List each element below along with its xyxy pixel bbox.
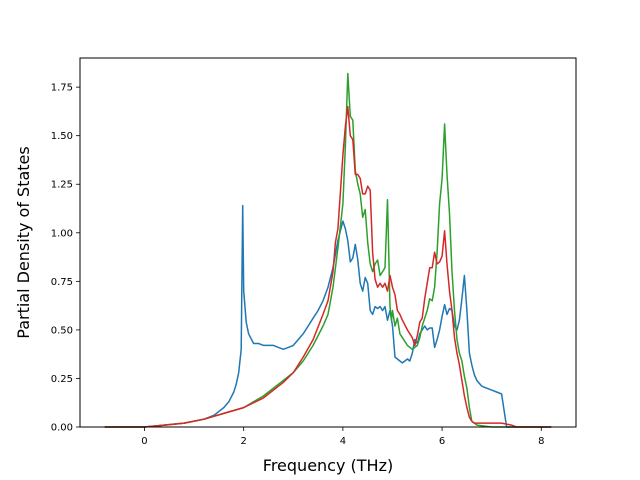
y-tick-label: 0.50 <box>51 325 73 336</box>
x-tick-label: 4 <box>340 436 346 447</box>
plot-frame <box>79 57 577 428</box>
y-tick-label: 1.75 <box>51 83 73 94</box>
x-axis-title: Frequency (THz) <box>263 456 393 475</box>
pdos-series-line-3 <box>104 105 552 428</box>
pdos-series-line-2 <box>104 72 552 428</box>
y-tick-label: 1.25 <box>51 180 73 191</box>
y-tick-label: 0.25 <box>51 374 73 385</box>
y-tick-label: 0.75 <box>51 277 73 288</box>
pdos-series-line-1 <box>104 204 552 428</box>
x-tick-label: 8 <box>538 436 544 447</box>
y-tick-label: 1.50 <box>51 131 73 142</box>
y-tick-label: 0.00 <box>51 423 73 434</box>
plot-series-group <box>104 72 552 428</box>
x-axis-ticks: 0 2 4 6 8 <box>141 427 544 447</box>
y-axis-title: Partial Density of States <box>14 146 33 338</box>
y-axis-ticks: 0.00 0.25 0.50 0.75 1.00 1.25 1.50 1.75 <box>51 83 80 434</box>
x-tick-label: 0 <box>141 436 147 447</box>
x-tick-label: 6 <box>439 436 445 447</box>
x-tick-label: 2 <box>240 436 246 447</box>
y-tick-label: 1.00 <box>51 228 73 239</box>
